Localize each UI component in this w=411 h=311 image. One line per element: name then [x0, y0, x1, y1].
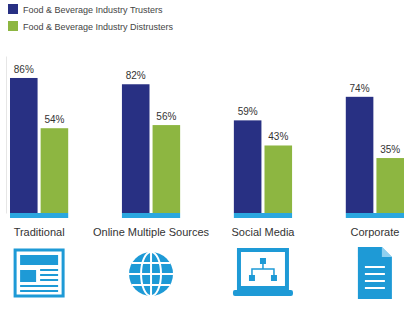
- legend-label: Food & Beverage Industry Distrusters: [23, 22, 174, 32]
- icon-shape: [20, 255, 58, 265]
- data-label: 82%: [126, 70, 146, 81]
- bars: [10, 78, 404, 213]
- icon-shape: [252, 263, 274, 276]
- news-icon: [15, 250, 63, 296]
- document-icon: [358, 247, 392, 299]
- legend-swatch: [8, 21, 18, 31]
- icon-shape: [382, 247, 392, 257]
- y-axis-line: [6, 57, 7, 214]
- icon-shape: [40, 279, 58, 281]
- x-tick-label: Online Multiple Sources: [93, 226, 210, 238]
- bar: [153, 125, 181, 213]
- legend-label: Food & Beverage Industry Trusters: [23, 5, 163, 15]
- data-label: 59%: [238, 106, 258, 117]
- data-label: 86%: [14, 64, 34, 75]
- data-labels: 86% 82% 59% 74% 54% 56% 43% 35%: [14, 64, 401, 155]
- globe-icon: [129, 252, 173, 296]
- icon-shape: [20, 290, 58, 292]
- bar: [122, 84, 150, 213]
- x-tick: Corporate: [350, 218, 399, 238]
- icon-shape: [40, 269, 58, 271]
- icon-shape: [233, 290, 293, 296]
- laptop-icon: [233, 250, 293, 296]
- legend: Food & Beverage Industry Trusters Food & …: [8, 4, 174, 32]
- icons: [15, 247, 392, 299]
- x-tick-label: Corporate: [350, 226, 399, 238]
- icon-shape: [365, 273, 385, 275]
- bar: [10, 78, 38, 213]
- icon-shape: [129, 273, 173, 275]
- baseline-strip: [10, 213, 68, 218]
- icon-shape: [129, 252, 173, 296]
- legend-swatch: [8, 4, 18, 14]
- x-tick-label: Social Media: [231, 226, 295, 238]
- data-label: 74%: [350, 83, 370, 94]
- bar: [41, 128, 69, 213]
- icon-shape: [15, 250, 63, 296]
- icon-shape: [271, 275, 277, 281]
- icon-shape: [365, 266, 385, 268]
- data-label: 56%: [156, 111, 176, 122]
- data-label: 35%: [380, 144, 400, 155]
- x-tick: Online Multiple Sources: [93, 218, 210, 238]
- icon-shape: [132, 284, 170, 286]
- baseline-strip: [346, 213, 404, 218]
- icon-shape: [365, 280, 385, 282]
- data-label: 43%: [268, 131, 288, 142]
- chart: 86% 82% 59% 74% 54% 56% 43% 35% Traditional Onlin…: [0, 0, 411, 311]
- baseline-strips: [10, 213, 404, 218]
- icon-shape: [20, 285, 58, 287]
- bar: [376, 158, 404, 213]
- bar: [234, 120, 262, 213]
- data-label: 54%: [44, 114, 64, 125]
- icon-shape: [358, 247, 392, 299]
- y-axis: [6, 57, 7, 214]
- icon-shape: [365, 287, 385, 289]
- icon-shape: [132, 262, 170, 264]
- icon-shape: [260, 258, 266, 264]
- x-tick: Social Media: [231, 218, 295, 238]
- bar: [346, 97, 374, 213]
- baseline-strip: [122, 213, 180, 218]
- icon-shape: [249, 275, 255, 281]
- icon-shape: [20, 270, 36, 282]
- x-tick-label: Traditional: [14, 226, 65, 238]
- x-axis: Traditional Online Multiple Sources Social…: [14, 218, 400, 238]
- icon-shape: [239, 250, 287, 288]
- baseline-strip: [234, 213, 292, 218]
- x-tick: Traditional: [14, 218, 65, 238]
- icon-shape: [40, 274, 58, 276]
- bar: [264, 145, 292, 213]
